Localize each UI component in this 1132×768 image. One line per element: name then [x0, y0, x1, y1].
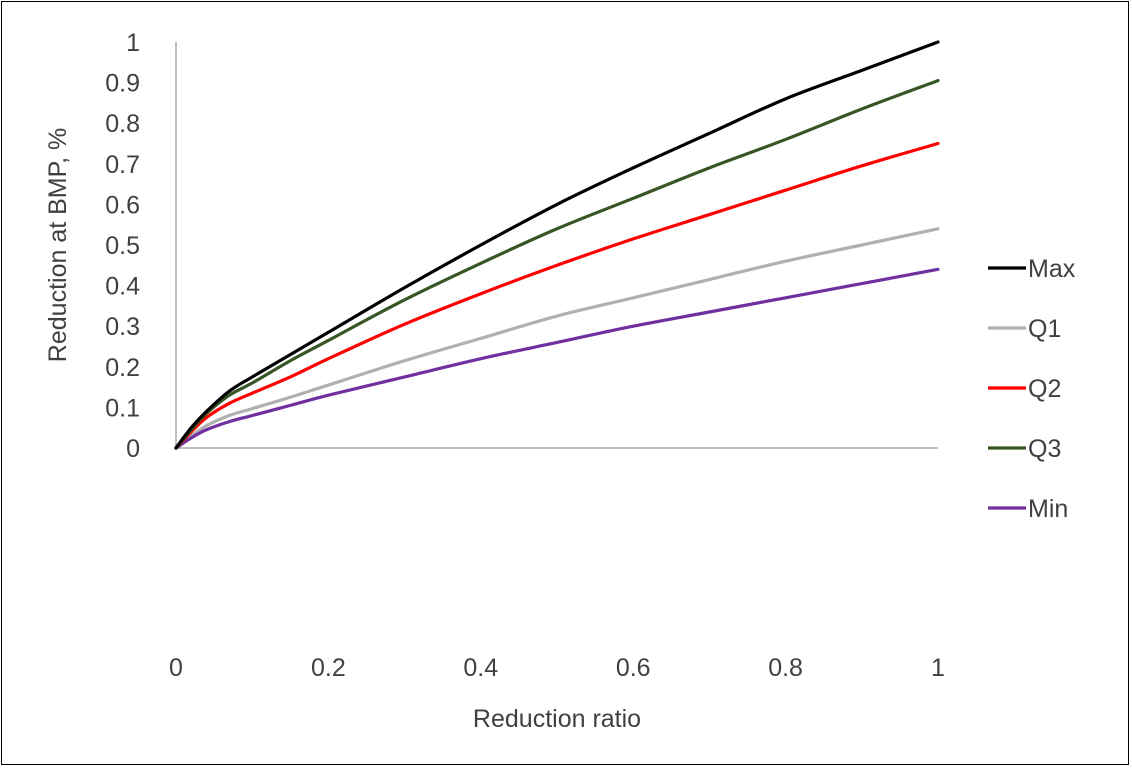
series-lines	[174, 40, 940, 450]
legend-label-q2: Q2	[1028, 375, 1061, 403]
series-line-max	[174, 40, 940, 450]
x-tick-label: 1	[931, 654, 945, 682]
y-tick-label: 0.5	[105, 232, 140, 260]
x-tick-label: 0.2	[311, 654, 346, 682]
legend: Max Q1 Q2 Q3 Min	[988, 255, 1076, 523]
y-tick-label: 1	[126, 29, 140, 57]
x-tick-label: 0.6	[616, 654, 651, 682]
series-line-q2	[174, 141, 940, 450]
x-tick-label: 0	[169, 654, 183, 682]
y-tick-label: 0.6	[105, 191, 140, 219]
y-tick-label: 0.2	[105, 354, 140, 382]
y-tick-label: 0	[126, 435, 140, 463]
y-tick-label: 0.9	[105, 70, 140, 98]
y-tick-label: 0.8	[105, 110, 140, 138]
x-axis-title: Reduction ratio	[473, 705, 641, 733]
legend-label-q3: Q3	[1028, 435, 1061, 463]
legend-label-max: Max	[1028, 255, 1076, 283]
y-tick-label: 0.3	[105, 313, 140, 341]
series-line-q1	[174, 227, 940, 450]
x-tick-label: 0.4	[463, 654, 498, 682]
series-line-min	[174, 267, 940, 450]
y-tick-labels: 0 0.1 0.2 0.3 0.4 0.5 0.6 0.7 0.8 0.9 1	[105, 29, 140, 463]
y-tick-label: 0.1	[105, 394, 140, 422]
y-tick-label: 0.4	[105, 273, 140, 301]
legend-label-q1: Q1	[1028, 315, 1061, 343]
x-tick-label: 0.8	[768, 654, 803, 682]
y-tick-label: 0.7	[105, 151, 140, 179]
y-axis-title: Reduction at BMP, %	[44, 128, 72, 362]
series-line-q3	[174, 78, 940, 450]
x-tick-labels: 0 0.2 0.4 0.6 0.8 1	[169, 654, 945, 682]
legend-label-min: Min	[1028, 495, 1068, 523]
